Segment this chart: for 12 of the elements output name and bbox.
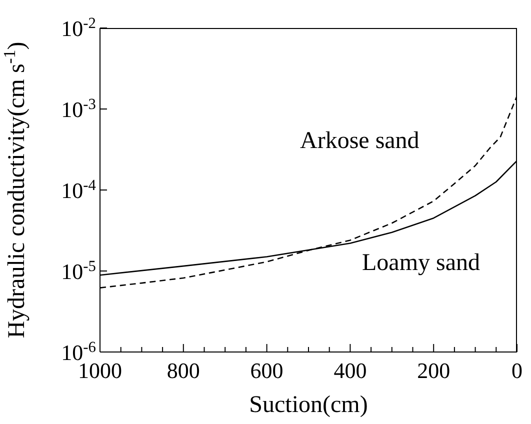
- x-tick-label: 400: [334, 358, 367, 383]
- series-label: Arkose sand: [300, 128, 420, 155]
- x-tick-label: 200: [417, 358, 450, 383]
- y-tick-label: 10$^{-4}$: [61, 176, 96, 203]
- y-tick-label: 10$^{-5}$: [61, 258, 96, 284]
- x-axis-title: Suction(cm): [249, 392, 368, 418]
- series-label: Loamy sand: [362, 250, 480, 277]
- x-tick-label: 0: [512, 358, 522, 383]
- y-tick-label: 10$^{-3}$: [61, 96, 96, 122]
- x-tick-label: 800: [166, 358, 200, 383]
- x-tick-label: 600: [250, 358, 284, 383]
- y-tick-label: 10$^{-2}$: [61, 14, 96, 41]
